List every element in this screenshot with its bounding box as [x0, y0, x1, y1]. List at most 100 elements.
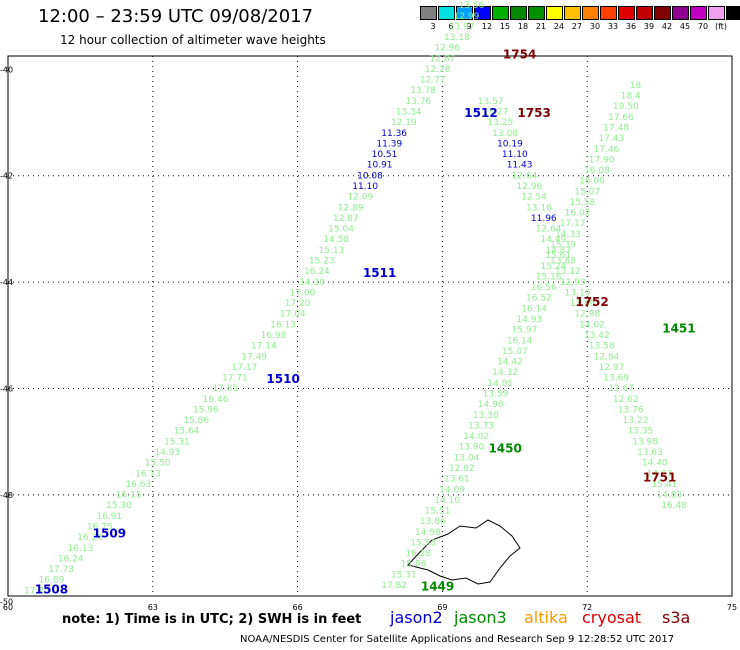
wave-height-value: 15.07	[574, 187, 600, 197]
wave-height-value: 13.88	[550, 256, 576, 266]
wave-height-value: 15.41	[652, 480, 678, 490]
track-id-label: 1509	[93, 526, 126, 540]
wave-height-value: 16.14	[507, 336, 533, 346]
wave-height-value: 16.14	[521, 304, 547, 314]
legend-swatch	[618, 6, 635, 20]
wave-height-value: 14.05	[487, 379, 513, 389]
wave-height-value: 19.50	[613, 102, 639, 112]
wave-height-value: 14.42	[497, 358, 523, 368]
track-id-label: 1511	[363, 266, 396, 280]
wave-height-value: 13.63	[637, 448, 663, 458]
wave-height-value: 17.73	[48, 565, 74, 575]
footer-credit: NOAA/NESDIS Center for Satellite Applica…	[240, 634, 675, 645]
wave-height-value: 13.76	[405, 97, 431, 107]
legend-tick: 33	[607, 22, 619, 31]
track-id-label: 1508	[35, 582, 68, 596]
track-id-label: 1450	[488, 441, 521, 455]
track-id-label: 1510	[266, 372, 299, 386]
wave-height-value: 14.93	[516, 315, 542, 325]
wave-height-value: 14.02	[579, 320, 605, 330]
wave-height-value: 16.75	[87, 522, 113, 532]
wave-height-value: 13.30	[473, 411, 499, 421]
wave-height-value: 16.91	[96, 512, 122, 522]
latitude-label: -48	[0, 491, 13, 500]
wave-height-value: 17.49	[241, 352, 267, 362]
wave-height-value: 13.86	[569, 299, 595, 309]
wave-height-value: 16.98	[261, 331, 287, 341]
legend-swatch	[492, 6, 509, 20]
wave-height-value: 13.57	[478, 97, 504, 107]
wave-height-value: 15.61	[545, 251, 571, 261]
legend-tick: 27	[571, 22, 583, 31]
wave-height-value: 12.54	[521, 193, 547, 203]
legend-swatch	[528, 6, 545, 20]
wave-height-value: 16.00	[579, 177, 605, 187]
wave-height-value: 15.04	[328, 225, 354, 235]
wave-height-value: 16.28	[405, 549, 431, 559]
wave-height-value: 13.98	[632, 437, 658, 447]
wave-height-value: 12.28	[425, 65, 451, 75]
satellite-cryosat: cryosat	[582, 608, 642, 627]
track-id-label: 1752	[575, 295, 608, 309]
wave-height-value: 11.39	[376, 139, 402, 149]
wave-height-value: 13.34	[396, 108, 422, 118]
wave-height-value: 10.91	[367, 161, 393, 171]
wave-height-value: 16.63	[125, 480, 151, 490]
wave-height-value: 15.58	[569, 198, 595, 208]
map-frame	[7, 55, 733, 597]
wave-height-value: 17.46	[594, 145, 620, 155]
wave-height-value: 16.89	[39, 576, 65, 586]
wave-height-value: 13.42	[584, 331, 610, 341]
legend-tick: 18	[517, 22, 529, 31]
legend-swatch	[546, 6, 563, 20]
legend-swatch	[438, 6, 455, 20]
legend-tick: 15	[499, 22, 511, 31]
wave-height-value: 14.09	[439, 485, 465, 495]
longitude-label: 60	[3, 603, 13, 612]
wave-height-value: 13.56	[458, 1, 484, 11]
legend-swatch	[564, 6, 581, 20]
wave-height-value: 12.77	[420, 76, 446, 86]
wave-height-value: 14.33	[555, 230, 581, 240]
track-id-label: 1753	[517, 106, 550, 120]
track-id-label: 1751	[643, 471, 676, 485]
wave-height-value: 13.16	[526, 203, 552, 213]
wave-height-value: 17.66	[608, 113, 634, 123]
wave-height-value: 11.43	[507, 161, 533, 171]
wave-height-value: 16.46	[203, 395, 229, 405]
latitude-label: -50	[0, 597, 13, 606]
wave-height-value: 15.96	[193, 405, 219, 415]
wave-height-value: 12.09	[347, 193, 373, 203]
wave-height-value: 18	[630, 81, 642, 91]
wave-height-value: 17.85	[212, 384, 238, 394]
wave-height-value: 15.18	[536, 272, 562, 282]
wave-height-value: 14.40	[642, 459, 668, 469]
legend-tick: 12	[481, 22, 493, 31]
wave-height-value: 12.98	[574, 310, 600, 320]
wave-height-value: 14.93	[154, 448, 180, 458]
wave-height-value: 15.24	[541, 262, 567, 272]
wave-height-value: 10.08	[357, 171, 383, 181]
wave-height-value: 12.67	[608, 384, 634, 394]
wave-height-value: 13.86	[420, 517, 446, 527]
wave-height-value: 13.35	[627, 427, 653, 437]
wave-height-value: 15.53	[410, 538, 436, 548]
wave-height-value: 13.04	[454, 453, 480, 463]
wave-height-value: 16.02	[565, 209, 591, 219]
latitude-label: -44	[0, 278, 13, 287]
legend-tick: (ft)	[714, 22, 728, 31]
legend-swatch	[420, 6, 437, 20]
wave-height-value: 17.82	[381, 581, 407, 591]
wave-height-value: 16.52	[526, 294, 552, 304]
wave-height-value: 16.15	[116, 491, 142, 501]
legend-swatch	[600, 6, 617, 20]
wave-height-value: 14.32	[492, 368, 518, 378]
wave-height-value: 12.64	[536, 225, 562, 235]
wave-height-value: 16.13	[270, 320, 296, 330]
wave-height-value: 13.25	[487, 118, 513, 128]
wave-height-value: 15.86	[183, 416, 209, 426]
track-id-label: 1449	[421, 580, 454, 594]
legend-swatch	[654, 6, 671, 20]
wave-height-value: 17.25	[24, 586, 50, 596]
legend-tick: 9	[466, 22, 472, 31]
